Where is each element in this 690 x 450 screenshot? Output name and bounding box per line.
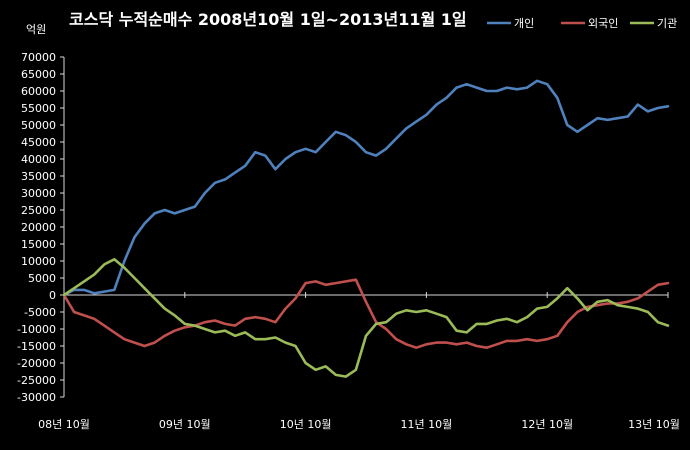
- x-tick-label: 13년 10월: [628, 418, 680, 431]
- series-layer: [62, 79, 670, 378]
- x-tick-label: 11년 10월: [401, 418, 453, 431]
- y-tick-label: 50000: [21, 119, 56, 132]
- legend: 개인 외국인 기관: [487, 17, 677, 30]
- series-line-2: [62, 278, 670, 350]
- y-tick-label: 0: [49, 289, 56, 302]
- y-tick-label: 10000: [21, 255, 56, 268]
- y-tick-label: 70000: [21, 51, 56, 64]
- legend-label: 개인: [514, 17, 534, 30]
- y-tick-label: 40000: [21, 153, 56, 166]
- series-line-3: [62, 257, 670, 378]
- axes: 7000065000600005500050000450004000035000…: [17, 51, 680, 431]
- y-tick-label: 60000: [21, 85, 56, 98]
- y-tick-label: 30000: [21, 187, 56, 200]
- y-tick-label: 65000: [21, 68, 56, 81]
- x-tick-label: 10년 10월: [280, 418, 332, 431]
- y-tick-label: -20000: [17, 357, 56, 370]
- series-line-1: [62, 79, 670, 297]
- y-tick-label: 5000: [28, 272, 56, 285]
- legend-label: 외국인: [588, 17, 618, 30]
- y-unit-label: 억원: [26, 23, 46, 36]
- y-tick-label: -5000: [24, 306, 56, 319]
- y-tick-label: -15000: [17, 340, 56, 353]
- legend-label: 기관: [657, 17, 677, 30]
- y-tick-label: 20000: [21, 221, 56, 234]
- chart-title: 코스닥 누적순매수 2008년10월 1일~2013년11월 1일: [69, 10, 467, 29]
- y-tick-label: -10000: [17, 323, 56, 336]
- y-tick-label: 25000: [21, 204, 56, 217]
- y-tick-label: 35000: [21, 170, 56, 183]
- y-tick-label: 15000: [21, 238, 56, 251]
- y-tick-label: 45000: [21, 136, 56, 149]
- x-tick-label: 12년 10월: [521, 418, 573, 431]
- y-tick-label: -30000: [17, 391, 56, 404]
- x-tick-label: 09년 10월: [159, 418, 211, 431]
- y-tick-label: -25000: [17, 374, 56, 387]
- x-tick-label: 08년 10월: [38, 418, 90, 431]
- y-tick-label: 55000: [21, 102, 56, 115]
